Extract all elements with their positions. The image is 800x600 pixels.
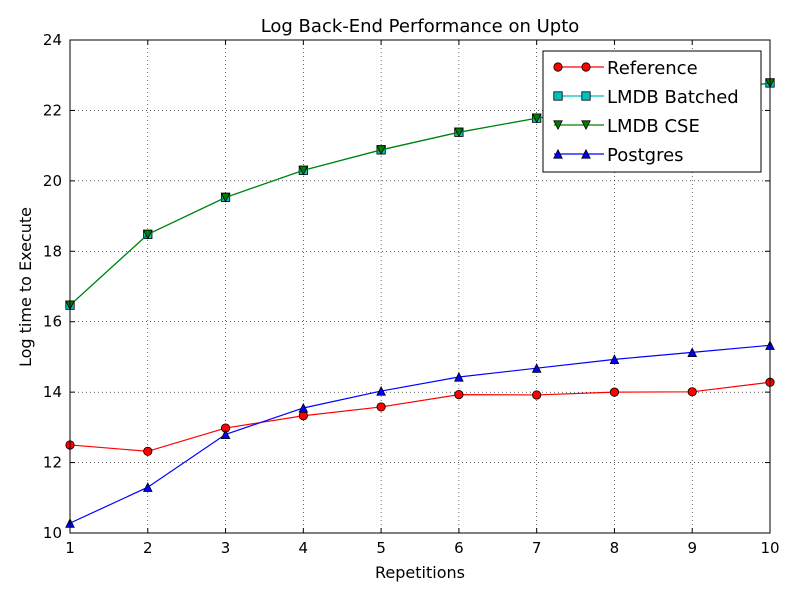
x-tick-label: 4 xyxy=(299,539,309,557)
legend-marker-reference xyxy=(581,62,591,72)
legend-label-reference: Reference xyxy=(607,58,698,79)
legend-marker-postgres xyxy=(553,148,563,159)
x-tick-label: 9 xyxy=(687,539,697,557)
series-line-reference xyxy=(69,381,771,452)
y-tick-label: 16 xyxy=(43,313,62,331)
legend-label-lmdb-batched: LMDB Batched xyxy=(607,87,739,108)
data-point-postgres xyxy=(142,482,153,492)
x-tick-label: 2 xyxy=(143,539,153,557)
data-point-lmdb-cse xyxy=(531,113,542,124)
data-point-postgres xyxy=(376,385,386,396)
chart-title: Log Back-End Performance on Upto xyxy=(261,16,580,37)
data-point-reference xyxy=(609,387,620,397)
x-tick-label: 6 xyxy=(454,539,464,557)
legend-item-postgres: Postgres xyxy=(553,145,684,166)
data-point-postgres xyxy=(609,354,620,364)
x-tick-label: 3 xyxy=(221,539,231,557)
y-tick-label: 22 xyxy=(43,101,62,119)
data-point-postgres xyxy=(220,429,231,440)
legend-label-lmdb-cse: LMDB CSE xyxy=(607,116,700,137)
data-point-reference xyxy=(298,411,308,421)
data-point-reference xyxy=(687,387,697,397)
data-point-lmdb-cse xyxy=(298,165,309,176)
legend-item-lmdb-batched: LMDB Batched xyxy=(553,87,739,108)
data-point-lmdb-cse xyxy=(376,145,386,155)
data-point-lmdb-cse xyxy=(220,192,231,203)
data-point-reference xyxy=(532,390,542,400)
series-reference xyxy=(65,377,775,456)
legend-marker-lmdb-cse xyxy=(553,120,563,131)
x-tick-label: 5 xyxy=(376,539,386,557)
legend-item-reference: Reference xyxy=(553,58,698,79)
data-point-postgres xyxy=(531,363,542,373)
y-tick-label: 20 xyxy=(43,172,62,190)
series-line-postgres xyxy=(69,344,771,524)
legend: Reference LMDB Batched LMDB CSE Postgres xyxy=(542,50,762,173)
y-tick-label: 14 xyxy=(43,383,62,401)
y-tick-label: 18 xyxy=(43,242,62,260)
data-point-reference xyxy=(143,446,153,456)
legend-label-postgres: Postgres xyxy=(607,145,684,166)
legend-box xyxy=(542,50,762,173)
x-tick-label: 10 xyxy=(760,539,779,557)
legend-marker-lmdb-batched xyxy=(581,91,591,101)
data-point-reference xyxy=(454,390,464,400)
data-point-reference xyxy=(376,402,386,412)
y-tick-label: 24 xyxy=(43,31,62,49)
data-point-postgres xyxy=(687,347,698,357)
legend-marker-lmdb-batched xyxy=(553,91,563,101)
series-postgres xyxy=(65,340,775,528)
data-point-postgres xyxy=(298,402,309,413)
data-point-postgres xyxy=(454,371,464,382)
x-tick-label: 8 xyxy=(610,539,620,557)
legend-marker-lmdb-cse xyxy=(581,120,591,131)
data-point-lmdb-cse xyxy=(454,127,464,138)
x-axis-label: Repetitions xyxy=(375,563,465,582)
plot-frame xyxy=(69,39,771,534)
legend-item-lmdb-cse: LMDB CSE xyxy=(553,116,700,137)
data-point-lmdb-cse xyxy=(142,229,153,240)
x-tick-label: 7 xyxy=(532,539,542,557)
x-tick-label: 1 xyxy=(65,539,75,557)
y-axis-label: Log time to Execute xyxy=(16,207,35,367)
y-tick-label: 10 xyxy=(43,524,62,542)
y-tick-label: 12 xyxy=(43,454,62,472)
legend-marker-reference xyxy=(553,62,563,72)
legend-marker-postgres xyxy=(581,148,591,159)
